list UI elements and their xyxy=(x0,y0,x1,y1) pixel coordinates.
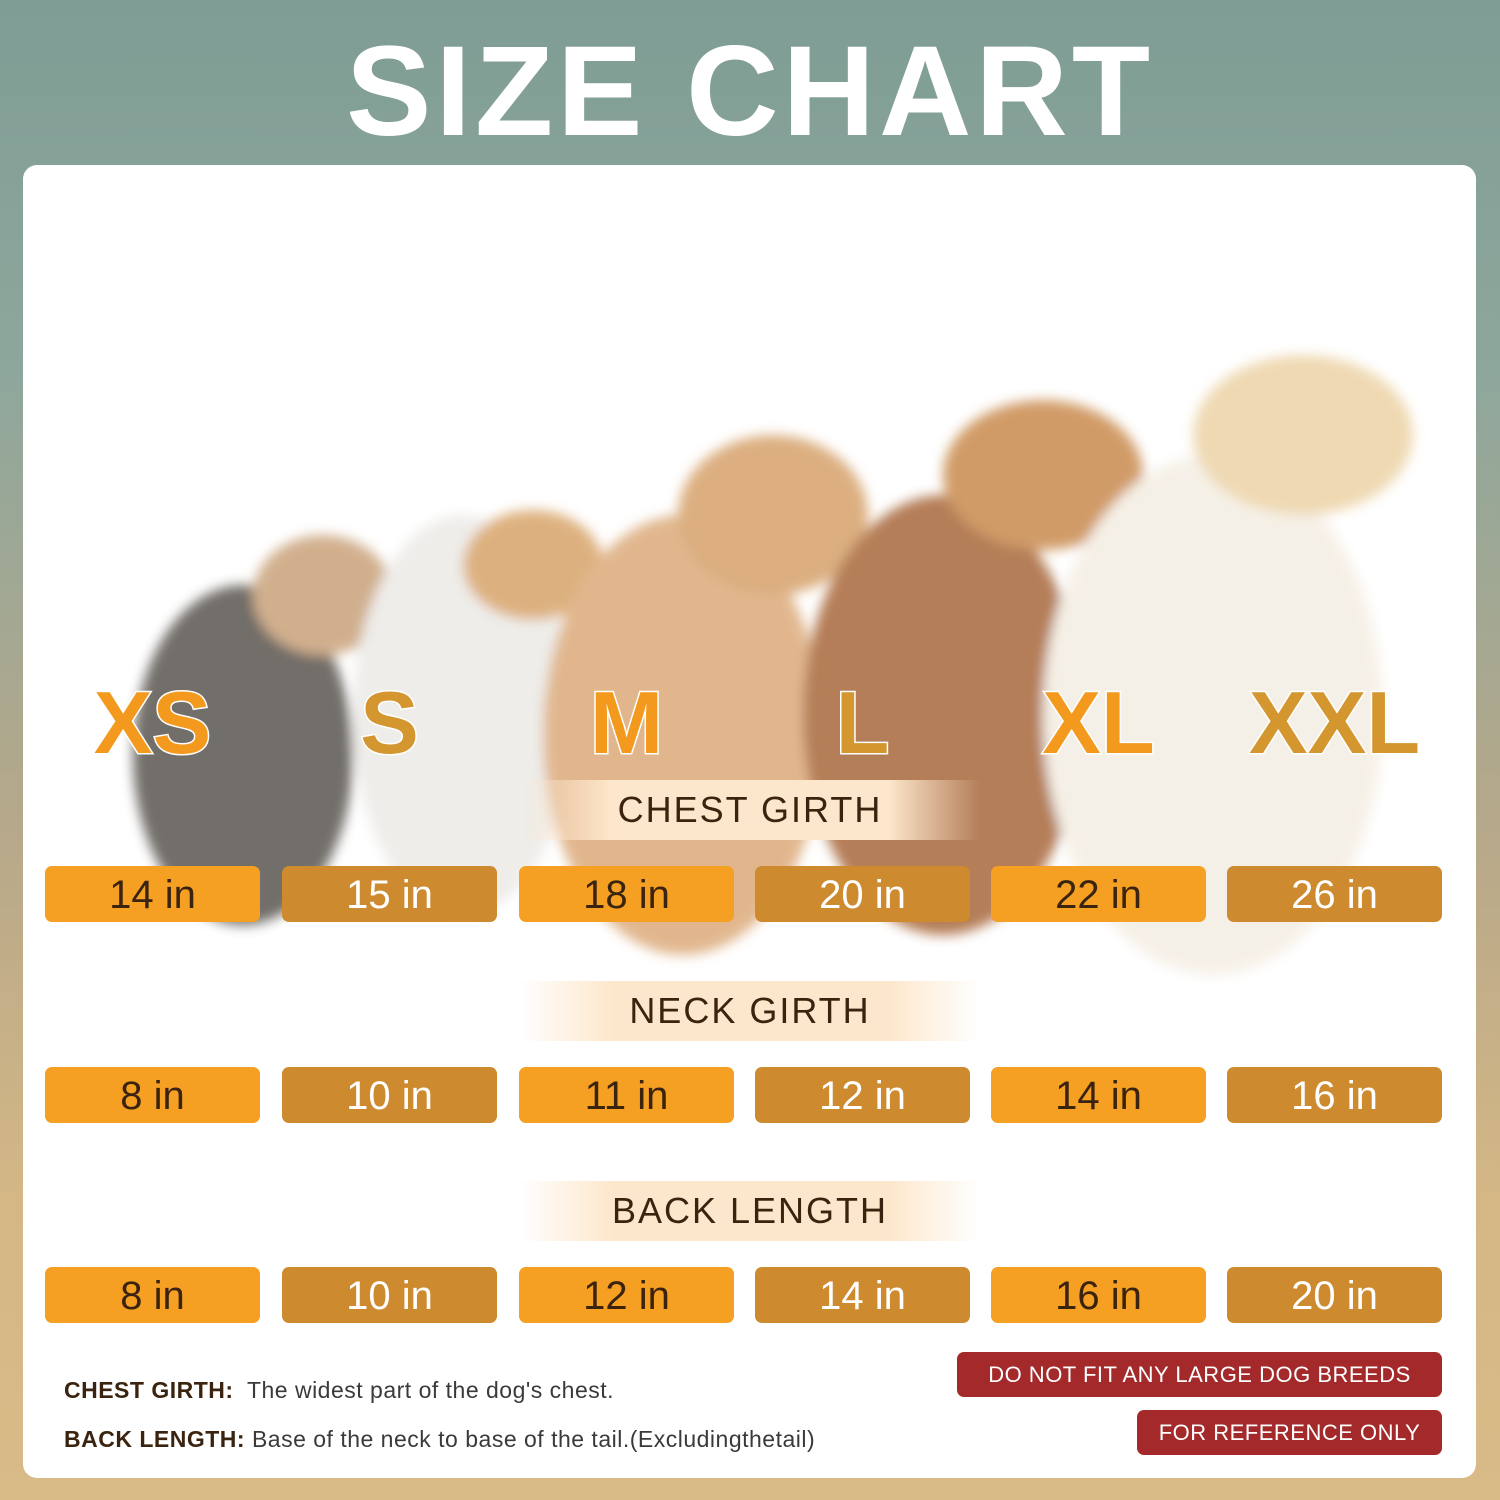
section-label: CHEST GIRTH xyxy=(520,780,980,840)
size-label-xxl: XXL xyxy=(1247,672,1421,774)
measurement-cell: 22 in xyxy=(991,866,1206,922)
measurement-cell: 18 in xyxy=(519,866,734,922)
measurement-cell: 8 in xyxy=(45,1267,260,1323)
large-breed-warning-badge: DO NOT FIT ANY LARGE DOG BREEDS xyxy=(957,1352,1442,1397)
note-text: Base of the neck to base of the tail.(Ex… xyxy=(251,1426,816,1452)
measurement-cell: 8 in xyxy=(45,1067,260,1123)
measurement-cell: 20 in xyxy=(755,866,970,922)
note-term: BACK LENGTH: xyxy=(64,1426,246,1452)
measurement-cell: 10 in xyxy=(282,1067,497,1123)
size-label-s: S xyxy=(359,672,421,774)
note-text: The widest part of the dog's chest. xyxy=(246,1377,615,1403)
measurement-cell: 15 in xyxy=(282,866,497,922)
note-term: CHEST GIRTH: xyxy=(64,1377,234,1403)
measurement-cell: 14 in xyxy=(991,1067,1206,1123)
measurement-cell: 14 in xyxy=(45,866,260,922)
measurement-cell: 11 in xyxy=(519,1067,734,1123)
measurement-cell: 12 in xyxy=(519,1267,734,1323)
size-label-xl: XL xyxy=(1041,672,1156,774)
measurement-cell: 16 in xyxy=(1227,1067,1442,1123)
size-label-xs: XS xyxy=(92,672,212,774)
measurement-cell: 10 in xyxy=(282,1267,497,1323)
size-chart-card: XS S M L XL XXL CHEST GIRTH 14 in 15 in 18 … xyxy=(23,165,1476,1478)
section-label: BACK LENGTH xyxy=(520,1181,980,1241)
page-title: SIZE CHART xyxy=(346,20,1154,163)
size-label-m: M xyxy=(588,672,664,774)
measurement-cell: 14 in xyxy=(755,1267,970,1323)
size-label-l: L xyxy=(834,672,891,774)
note-chest-girth: CHEST GIRTH: The widest part of the dog'… xyxy=(64,1377,614,1404)
measurement-cell: 16 in xyxy=(991,1267,1206,1323)
measurement-cell: 26 in xyxy=(1227,866,1442,922)
measurement-cell: 12 in xyxy=(755,1067,970,1123)
section-label: NECK GIRTH xyxy=(520,981,980,1041)
reference-only-badge: FOR REFERENCE ONLY xyxy=(1137,1410,1442,1455)
note-back-length: BACK LENGTH: Base of the neck to base of… xyxy=(64,1426,815,1453)
measurement-cell: 20 in xyxy=(1227,1267,1442,1323)
